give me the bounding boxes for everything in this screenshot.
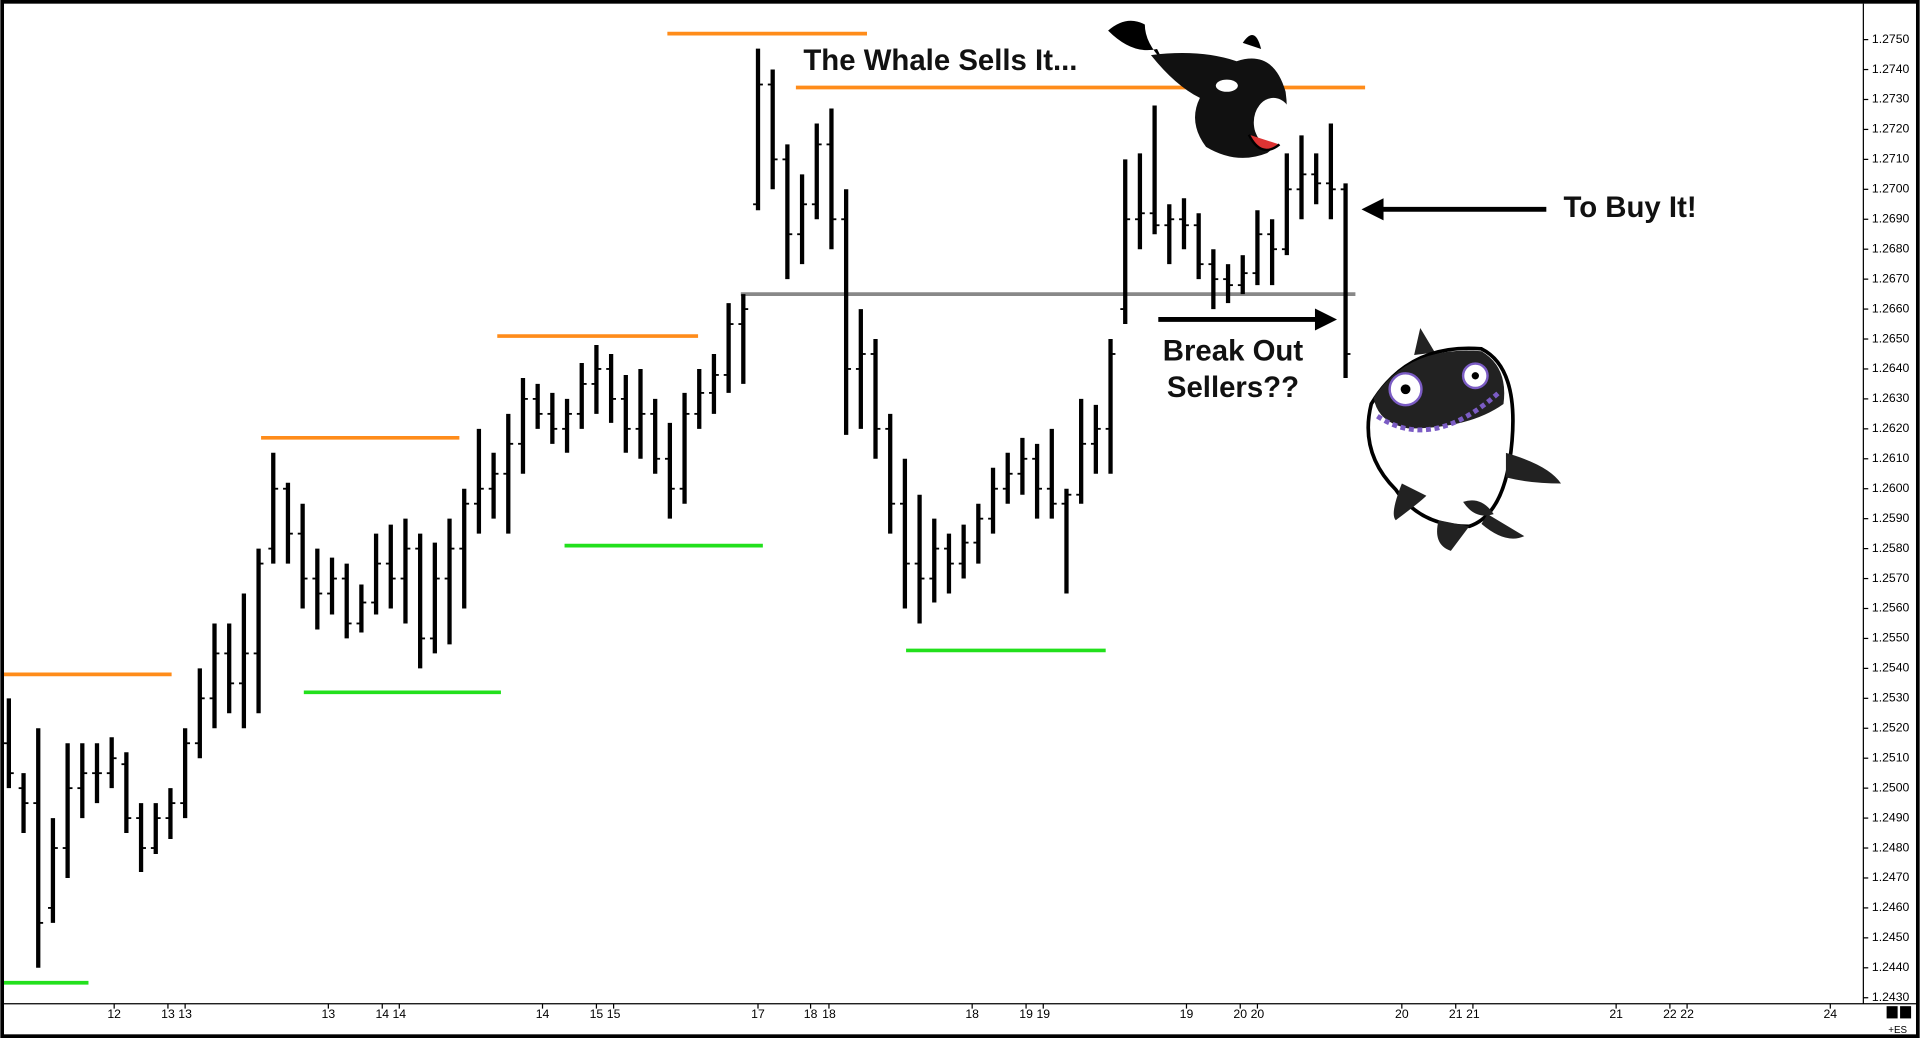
x-tick-label: 24 — [1823, 1007, 1837, 1021]
y-tick-label: 1.2740 — [1872, 62, 1910, 76]
x-tick-label: 20 — [1251, 1007, 1265, 1021]
arrow — [1158, 308, 1338, 331]
annotation: The Whale Sells It... — [803, 44, 1077, 77]
x-tick-label: 14 — [375, 1007, 389, 1021]
x-tick-label: 19 — [1019, 1007, 1033, 1021]
x-tick-label: 14 — [392, 1007, 406, 1021]
y-tick-label: 1.2670 — [1872, 271, 1910, 285]
x-tick-label: 12 — [107, 1007, 121, 1021]
symbol-label: +ES — [1888, 1025, 1907, 1036]
y-tick-label: 1.2730 — [1872, 92, 1910, 106]
y-tick-label: 1.2750 — [1872, 32, 1910, 46]
y-tick-label: 1.2510 — [1872, 750, 1910, 764]
y-tick-label: 1.2610 — [1872, 451, 1910, 465]
y-tick-label: 1.2690 — [1872, 211, 1910, 225]
y-tick-label: 1.2590 — [1872, 511, 1910, 525]
y-tick-label: 1.2470 — [1872, 870, 1910, 884]
x-tick-label: 21 — [1466, 1007, 1480, 1021]
x-tick-label: 13 — [322, 1007, 336, 1021]
y-tick-label: 1.2430 — [1872, 990, 1910, 1004]
y-tick-label: 1.2490 — [1872, 810, 1910, 824]
annotation: Sellers?? — [1167, 371, 1299, 404]
x-tick-label: 22 — [1680, 1007, 1694, 1021]
x-tick-label: 19 — [1180, 1007, 1194, 1021]
x-tick-label: 13 — [178, 1007, 192, 1021]
y-tick-label: 1.2570 — [1872, 571, 1910, 585]
x-tick-label: 17 — [751, 1007, 765, 1021]
y-tick-label: 1.2600 — [1872, 481, 1910, 495]
y-tick-label: 1.2660 — [1872, 301, 1910, 315]
y-tick-label: 1.2650 — [1872, 331, 1910, 345]
y-tick-label: 1.2500 — [1872, 780, 1910, 794]
y-tick-label: 1.2630 — [1872, 391, 1910, 405]
x-tick-label: 21 — [1449, 1007, 1463, 1021]
x-tick-label: 14 — [536, 1007, 550, 1021]
x-tick-label: 18 — [804, 1007, 818, 1021]
x-tick-label: 15 — [590, 1007, 604, 1021]
x-tick-label: 20 — [1233, 1007, 1247, 1021]
y-tick-label: 1.2620 — [1872, 421, 1910, 435]
y-tick-label: 1.2560 — [1872, 601, 1910, 615]
y-tick-label: 1.2680 — [1872, 241, 1910, 255]
corner-icon — [1886, 1006, 1898, 1019]
x-tick-label: 22 — [1663, 1007, 1677, 1021]
x-tick-label: 21 — [1609, 1007, 1623, 1021]
x-tick-label: 19 — [1036, 1007, 1050, 1021]
y-tick-label: 1.2450 — [1872, 930, 1910, 944]
whale-illustration — [1108, 20, 1293, 158]
arrow — [1361, 198, 1547, 221]
x-tick-label: 18 — [822, 1007, 836, 1021]
y-tick-label: 1.2480 — [1872, 840, 1910, 854]
y-tick-label: 1.2460 — [1872, 900, 1910, 914]
y-tick-label: 1.2520 — [1872, 720, 1910, 734]
annotation: To Buy It! — [1563, 191, 1696, 224]
y-tick-label: 1.2540 — [1872, 661, 1910, 675]
corner-icon — [1900, 1006, 1912, 1019]
y-tick-label: 1.2530 — [1872, 691, 1910, 705]
x-tick-label: 18 — [965, 1007, 979, 1021]
plot: 1.2430 1.2440 1.2450 1.2460 1.2470 1.2480 1.24… — [3, 31, 1910, 1021]
y-tick-label: 1.2440 — [1872, 960, 1910, 974]
y-tick-label: 1.2720 — [1872, 122, 1910, 136]
y-tick-label: 1.2640 — [1872, 361, 1910, 375]
whale-illustration — [1366, 328, 1562, 551]
y-tick-label: 1.2580 — [1872, 541, 1910, 555]
x-tick-label: 13 — [161, 1007, 175, 1021]
y-tick-label: 1.2700 — [1872, 182, 1910, 196]
x-tick-label: 20 — [1395, 1007, 1409, 1021]
annotation: Break Out — [1163, 334, 1304, 367]
y-tick-label: 1.2550 — [1872, 631, 1910, 645]
y-tick-label: 1.2710 — [1872, 152, 1910, 166]
x-tick-label: 15 — [607, 1007, 621, 1021]
